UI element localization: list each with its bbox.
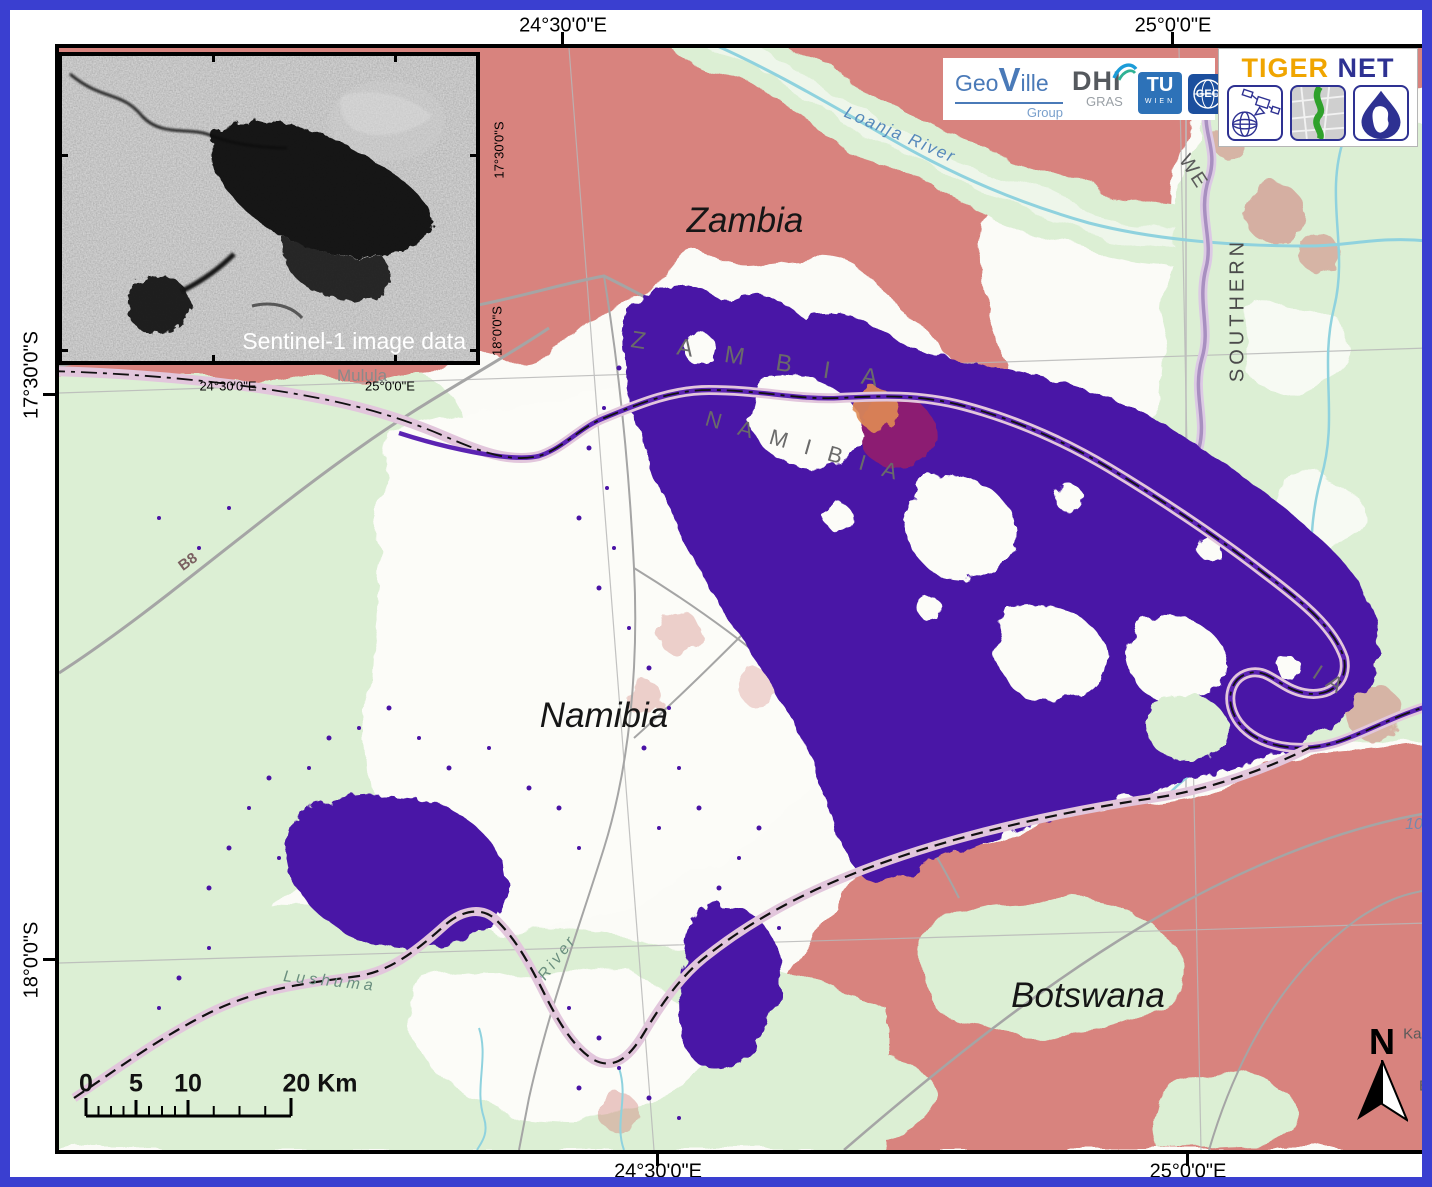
geoville-part3: ille: [1020, 70, 1049, 96]
scale-label-20km: 20 Km: [282, 1069, 358, 1098]
tiger-net-title: TIGER NET: [1219, 53, 1417, 84]
label-botswana: Botswana: [1011, 976, 1165, 1015]
inset-coord-bottom-1: 24°30'0"E: [199, 378, 257, 394]
inset-tick: [470, 154, 476, 157]
inset-tick: [394, 355, 397, 361]
inset-tick: [62, 154, 68, 157]
dhi-wordmark: DHI: [1072, 66, 1122, 96]
geo-wordmark: GEO: [1195, 88, 1221, 100]
label-zambia: Zambia: [686, 201, 804, 240]
frame-tick: [1171, 32, 1174, 46]
geoville-subtitle: Group: [1026, 105, 1063, 120]
inset-caption: Sentinel-1 image data: [242, 328, 466, 354]
north-arrow-icon: [1357, 1059, 1410, 1123]
label-southern-province: SOUTHERN: [1226, 237, 1249, 383]
inset-tick: [212, 355, 215, 361]
zambezi-border: [59, 366, 1422, 753]
tiger-net-tiles: [1219, 85, 1417, 141]
inset-tick: [62, 349, 68, 352]
dhi-gras-logo: DHI GRAS: [1072, 63, 1138, 109]
scale-label-0: 0: [79, 1069, 93, 1098]
inset-tick: [394, 56, 397, 62]
coord-top-2: 25°0'0"E: [1134, 14, 1212, 37]
tu-wien-logo: TU WIEN: [1138, 72, 1182, 114]
southern-border: [71, 743, 1312, 1102]
label-namibia: Namibia: [539, 696, 669, 735]
net-wordmark: NET: [1337, 53, 1395, 83]
tiger-net-logo: TIGER NET: [1218, 48, 1418, 147]
inset-tick: [212, 56, 215, 62]
map-frame: [55, 44, 1422, 1154]
tiger-wordmark: TIGER: [1241, 53, 1329, 83]
geoville-wordmark: GeoVille: [955, 63, 1063, 104]
coord-left-1: 17°30'0"S: [20, 331, 43, 419]
label-kasane-1: Kas: [1403, 1025, 1429, 1043]
inset-tick: [470, 349, 476, 352]
label-kasane-3: E: [1418, 1077, 1430, 1095]
frame-tick: [561, 32, 564, 46]
africa-water-drop-icon: [1353, 85, 1409, 141]
dhi-subtitle: GRAS: [1086, 94, 1123, 109]
geoville-part1: Geo: [955, 70, 999, 96]
coord-bottom-2: 25°0'0"E: [1149, 1160, 1227, 1183]
inset-coord-right-1: 17°30'0"S: [491, 121, 507, 179]
north-arrow: N: [1352, 1024, 1412, 1129]
frame-tick: [1186, 1152, 1189, 1166]
map-river-icon: [1290, 85, 1346, 141]
coord-left-2: 18°0'0"S: [20, 921, 43, 999]
dhi-wave-icon: [1112, 60, 1138, 89]
coord-bottom-1: 24°30'0"E: [614, 1160, 702, 1183]
label-mulula: Mulula: [336, 366, 388, 385]
tu-wordmark: TU: [1146, 74, 1174, 96]
scale-label-5: 5: [129, 1069, 143, 1098]
north-label: N: [1369, 1021, 1395, 1062]
frame-tick: [656, 1152, 659, 1166]
geoville-logo: GeoVille Group: [955, 63, 1063, 120]
frame-tick: [43, 393, 57, 396]
sentinel1-inset: Sentinel-1 image data: [58, 52, 480, 365]
satellite-globe-icon: [1227, 85, 1283, 141]
coord-top-1: 24°30'0"E: [519, 14, 607, 37]
scale-label-10: 10: [174, 1069, 202, 1098]
flood-extent-layer: [157, 284, 1380, 1120]
sar-image: [62, 56, 476, 361]
label-route-10: 10: [1405, 816, 1423, 833]
inset-coord-right-2: 18°0'0"S: [489, 306, 505, 356]
frame-tick: [43, 958, 57, 961]
scale-bar: 0 5 10 20 Km: [70, 1069, 400, 1133]
label-kasane-2: F: [1421, 1051, 1431, 1069]
tu-subtitle: WIEN: [1144, 98, 1176, 105]
geoville-part2: V: [998, 61, 1021, 98]
inset-coord-bottom-2: 25°0'0"E: [365, 378, 415, 394]
